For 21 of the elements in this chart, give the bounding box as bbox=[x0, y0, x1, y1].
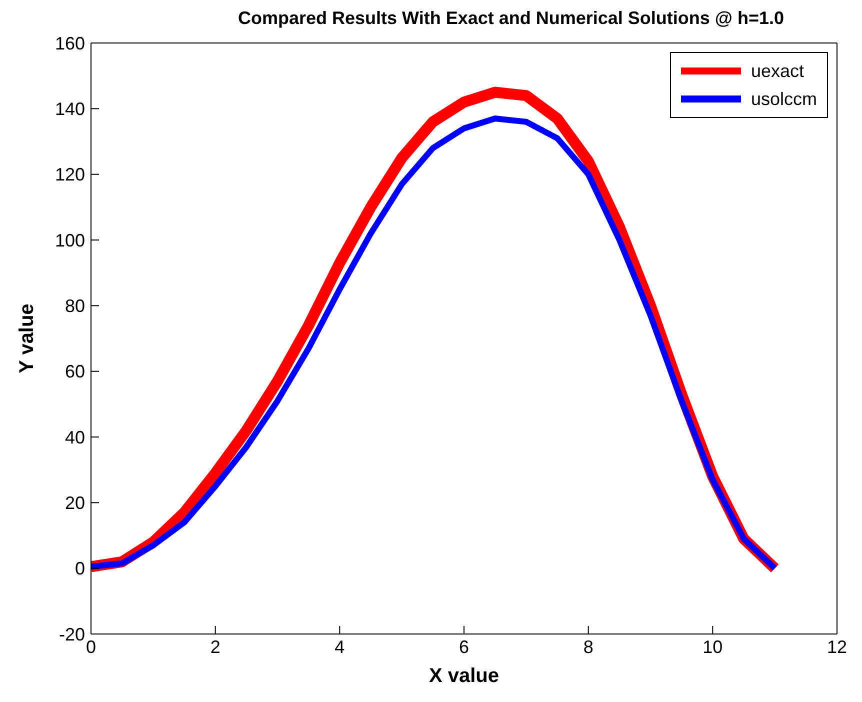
x-axis-title: X value bbox=[428, 665, 500, 688]
x-tick-label: 12 bbox=[826, 636, 848, 657]
x-tick-label: 2 bbox=[210, 636, 220, 657]
y-tick-label: 160 bbox=[54, 33, 85, 54]
legend-label: uexact bbox=[750, 60, 804, 82]
y-tick-label: 80 bbox=[64, 296, 85, 316]
y-tick-label: 40 bbox=[64, 427, 85, 448]
y-tick-label: 120 bbox=[54, 164, 85, 185]
x-tick-label: 10 bbox=[702, 636, 723, 657]
y-axis-title: Y value bbox=[16, 304, 38, 374]
y-tick-label: 140 bbox=[54, 99, 85, 120]
y-tick-label: 100 bbox=[54, 230, 85, 250]
y-tick-label: 60 bbox=[64, 362, 85, 382]
chart-title: Compared Results With Exact and Numerical Solutions @ h=1.0 bbox=[236, 8, 785, 29]
x-tick-label: 4 bbox=[334, 636, 345, 657]
x-tick-label: 6 bbox=[458, 636, 470, 657]
y-tick-label: -20 bbox=[58, 624, 85, 644]
legend-label: usolccm bbox=[750, 88, 817, 110]
y-tick-label: 0 bbox=[74, 558, 85, 579]
y-tick-label: 20 bbox=[64, 493, 85, 514]
x-tick-label: 8 bbox=[583, 636, 594, 657]
